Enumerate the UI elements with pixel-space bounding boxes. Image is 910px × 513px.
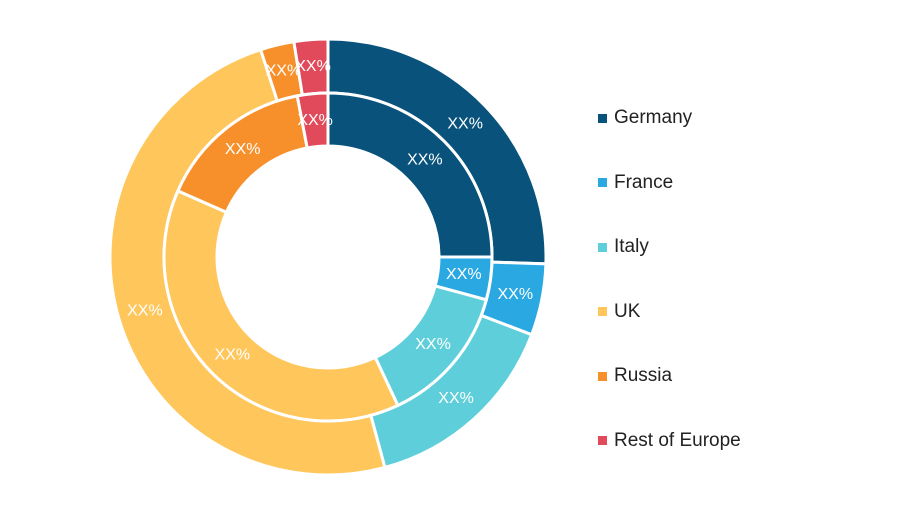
inner-label-italy: XX% bbox=[415, 336, 451, 353]
outer-label-italy: XX% bbox=[438, 390, 474, 407]
legend-label-france: France bbox=[614, 171, 674, 193]
legend-swatch-italy bbox=[598, 242, 607, 252]
inner-slice-uk bbox=[162, 188, 400, 423]
legend-label-uk: UK bbox=[614, 300, 641, 322]
inner-slice-germany bbox=[326, 91, 494, 259]
inner-label-germany: XX% bbox=[407, 151, 443, 168]
legend-swatch-germany bbox=[598, 113, 607, 123]
legend-label-italy: Italy bbox=[614, 236, 649, 258]
legend-item-italy: Italy bbox=[598, 215, 741, 280]
legend-swatch-france bbox=[598, 178, 607, 188]
inner-label-france: XX% bbox=[446, 266, 482, 283]
legend-item-uk: UK bbox=[598, 280, 741, 345]
chart-legend: Germany France Italy UK Russia Rest of E… bbox=[598, 86, 741, 473]
inner-label-rest-of-europe: XX% bbox=[297, 112, 333, 129]
legend-item-france: France bbox=[598, 151, 741, 216]
legend-swatch-uk bbox=[598, 307, 607, 317]
inner-label-uk: XX% bbox=[215, 346, 251, 363]
legend-swatch-russia bbox=[598, 371, 607, 381]
legend-label-rest-of-europe: Rest of Europe bbox=[614, 429, 741, 451]
legend-swatch-rest-of-europe bbox=[598, 436, 607, 446]
inner-slice-rest-of-europe bbox=[295, 91, 330, 150]
legend-item-russia: Russia bbox=[598, 344, 741, 409]
outer-label-germany: XX% bbox=[447, 115, 483, 132]
outer-label-rest-of-europe: XX% bbox=[295, 58, 331, 75]
outer-label-france: XX% bbox=[497, 286, 533, 303]
legend-item-germany: Germany bbox=[598, 86, 741, 151]
inner-label-russia: XX% bbox=[225, 141, 261, 158]
outer-label-russia: XX% bbox=[266, 62, 302, 79]
legend-item-rest-of-europe: Rest of Europe bbox=[598, 409, 741, 474]
legend-label-russia: Russia bbox=[614, 365, 673, 387]
outer-label-uk: XX% bbox=[127, 303, 163, 320]
legend-label-germany: Germany bbox=[614, 107, 693, 129]
